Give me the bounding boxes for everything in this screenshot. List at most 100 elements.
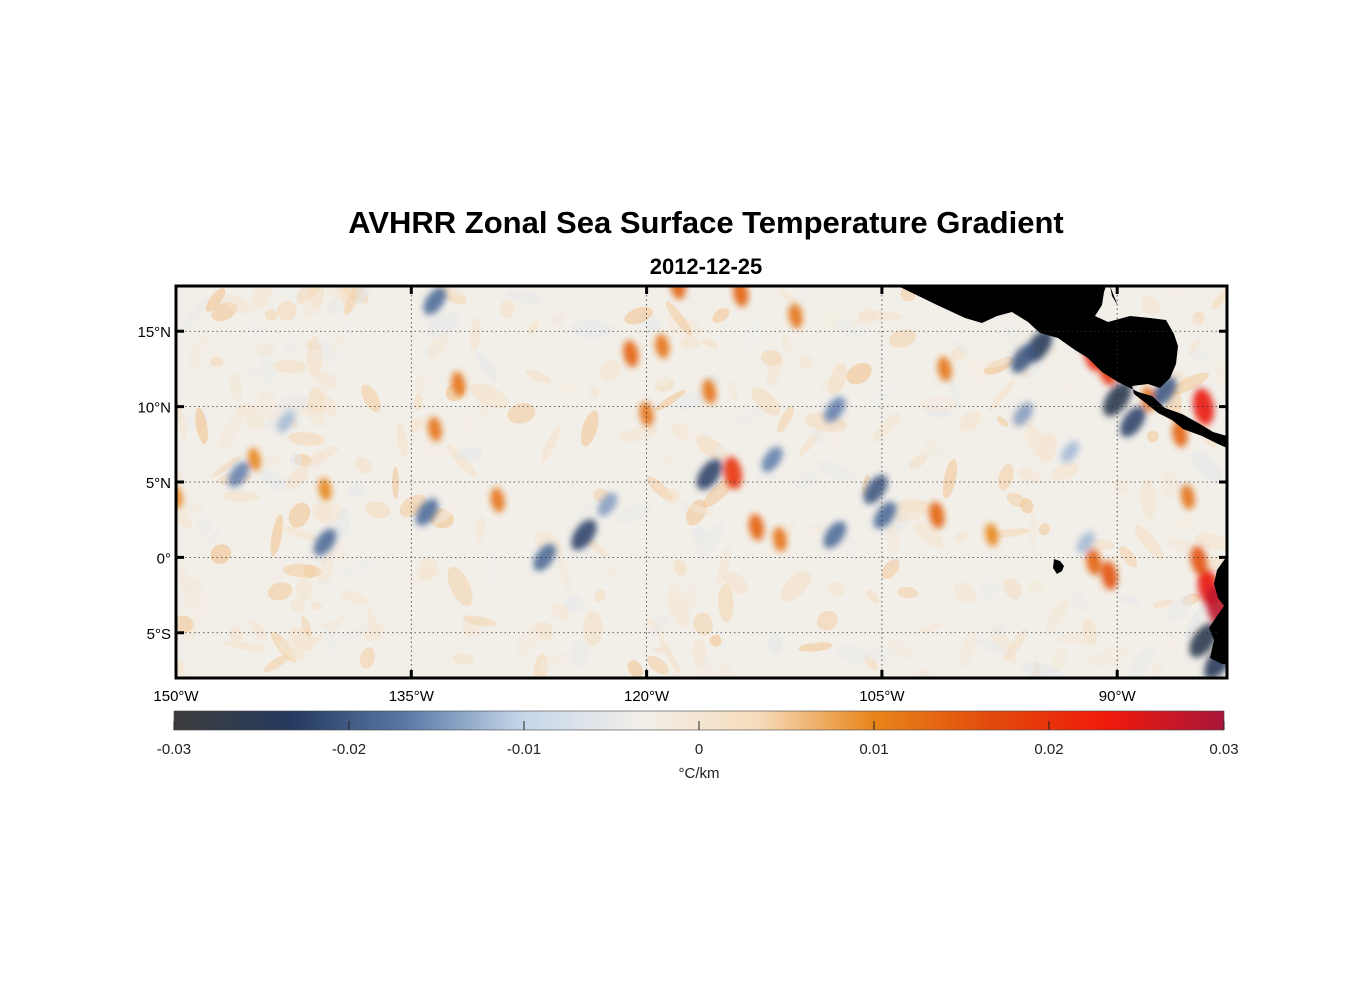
gradient-feature [247, 447, 261, 471]
texture-blob [974, 636, 1010, 656]
texture-blob [432, 497, 465, 526]
texture-blob [176, 496, 205, 516]
texture-blob [850, 315, 866, 328]
texture-blob [210, 544, 232, 564]
texture-blob [1184, 604, 1206, 638]
texture-blob [245, 411, 265, 431]
texture-blob [1050, 646, 1069, 673]
texture-blob [913, 622, 943, 635]
texture-blob [270, 514, 283, 558]
texture-blob [811, 428, 824, 445]
texture-blob [414, 372, 431, 393]
texture-blob [760, 349, 783, 366]
texture-blob [426, 312, 460, 338]
texture-blob [1038, 523, 1051, 536]
feature-layer [176, 286, 1227, 678]
texture-blob [702, 476, 736, 508]
texture-blob [709, 634, 722, 647]
texture-blob [1188, 339, 1201, 355]
texture-blob [541, 426, 561, 463]
texture-blob [367, 532, 384, 549]
texture-blob [324, 626, 339, 660]
texture-blob [507, 403, 536, 424]
texture-blob [1119, 546, 1138, 568]
texture-blob [646, 655, 669, 675]
texture-blob [663, 488, 680, 504]
texture-blob [734, 405, 768, 426]
texture-blob [563, 476, 575, 497]
texture-blob [798, 354, 814, 370]
gradient-feature [639, 401, 654, 427]
colorbar-ticks: -0.03 -0.02 -0.01 0 0.01 0.02 0.03 [157, 721, 1239, 758]
texture-blob [176, 615, 194, 633]
texture-blob [908, 453, 928, 470]
texture-blob [260, 469, 287, 491]
texture-blob [1152, 657, 1165, 676]
texture-blob [865, 607, 875, 647]
y-tick-label: 0° [157, 550, 171, 567]
texture-blob [959, 410, 982, 432]
gradient-feature [597, 492, 618, 517]
texture-blob [1072, 593, 1087, 612]
texture-blob [977, 514, 993, 556]
texture-blob [436, 286, 467, 305]
texture-blob [816, 610, 838, 631]
texture-blob [475, 515, 486, 543]
texture-blob [385, 557, 400, 571]
texture-blob [649, 614, 670, 637]
texture-blob [671, 421, 689, 440]
texture-blob [618, 425, 658, 443]
texture-blob [882, 337, 893, 367]
texture-blob [301, 299, 320, 318]
texture-blob [916, 668, 930, 678]
texture-blob [270, 286, 302, 305]
texture-blob [300, 445, 339, 469]
texture-blob [176, 513, 193, 528]
texture-blob [1113, 479, 1128, 495]
texture-blob [673, 559, 687, 576]
texture-blob [462, 615, 497, 627]
texture-blob [992, 623, 1006, 638]
texture-blob [343, 450, 358, 462]
texture-blob [970, 357, 1012, 369]
texture-blob [777, 405, 794, 433]
texture-blob [680, 336, 701, 349]
texture-blob [767, 633, 783, 655]
texture-blob [446, 444, 477, 477]
gradient-feature [1076, 531, 1095, 554]
texture-blob [476, 352, 498, 381]
texture-blob [594, 589, 606, 602]
texture-blob [338, 558, 377, 577]
texture-blob [652, 646, 667, 654]
gradient-feature [823, 521, 847, 549]
texture-blob [668, 580, 691, 605]
gradient-feature [824, 396, 846, 423]
gradient-feature [772, 526, 787, 552]
gradient-feature [313, 528, 337, 556]
texture-blob [1060, 383, 1075, 397]
texture-blob [1026, 578, 1047, 595]
colorbar-label: °C/km [679, 765, 720, 782]
texture-blob [558, 555, 571, 592]
texture-blob [288, 432, 325, 446]
texture-blob [552, 312, 566, 326]
texture-blob [701, 338, 719, 349]
texture-blob [265, 454, 280, 469]
texture-blob [692, 526, 708, 543]
texture-blob [1198, 286, 1227, 298]
texture-blob [229, 626, 243, 643]
ecuador-land [1209, 556, 1227, 664]
texture-blob [486, 552, 498, 588]
texture-blob [712, 307, 730, 323]
texture-blob [197, 514, 214, 535]
texture-blob [1164, 621, 1178, 659]
gradient-feature [655, 333, 670, 359]
texture-blob [627, 660, 643, 678]
texture-blob [316, 371, 337, 391]
x-tick-label: 120°W [624, 688, 670, 705]
gradient-feature [176, 485, 183, 509]
texture-blob [817, 460, 856, 482]
texture-blob [1165, 594, 1194, 623]
texture-blob [667, 587, 690, 628]
texture-blob [1126, 481, 1139, 507]
